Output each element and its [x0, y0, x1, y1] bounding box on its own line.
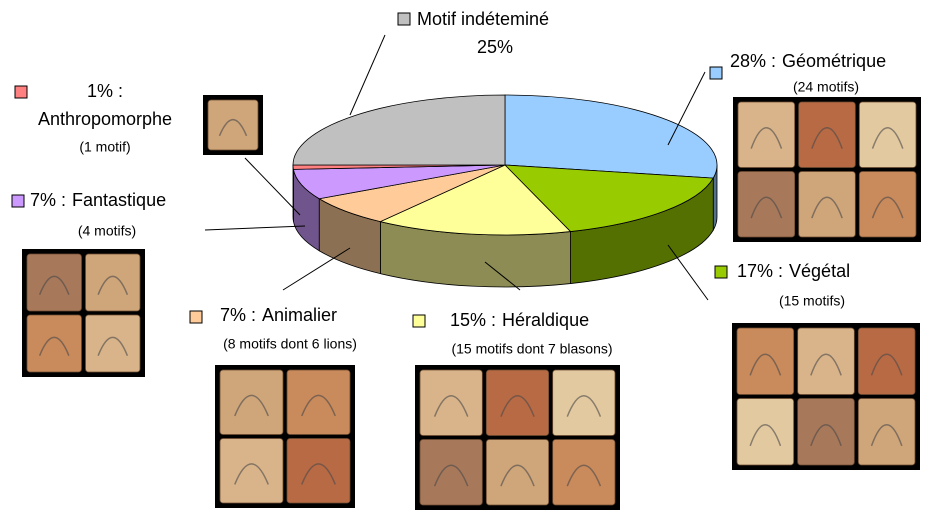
- photo-tile: [859, 172, 916, 238]
- leader-line: [350, 35, 385, 115]
- photo-tile: [27, 254, 82, 311]
- legend-swatch: [413, 315, 425, 327]
- value-label: 28% :: [730, 51, 776, 71]
- photo-tile: [553, 370, 615, 436]
- legend-swatch: [398, 13, 410, 25]
- photo-tile: [287, 439, 350, 504]
- photo-tile: [798, 399, 855, 466]
- leader-line: [283, 248, 350, 290]
- leader-line: [668, 245, 708, 300]
- photo-tile: [738, 172, 795, 238]
- value-label: 7% :: [220, 305, 256, 325]
- photo-tile: [799, 102, 856, 168]
- pie-slice: [505, 95, 717, 178]
- category-label: Animalier: [262, 305, 337, 325]
- detail-label: (8 motifs dont 6 lions): [223, 336, 357, 352]
- category-label: Anthropomorphe: [38, 109, 172, 129]
- detail-label: (15 motifs dont 7 blasons): [451, 341, 612, 357]
- detail-label: (4 motifs): [78, 223, 136, 239]
- category-label: Motif indéteminé: [417, 9, 549, 29]
- legend-swatch: [710, 67, 722, 79]
- photo-tile: [220, 370, 283, 435]
- slice-label: 15% : Héraldique: [450, 310, 589, 330]
- detail-label: (15 motifs): [779, 293, 845, 309]
- value-label: 25%: [477, 37, 513, 57]
- leader-line: [245, 158, 300, 215]
- chart: 28% : Géométrique (24 motifs) 17% : Végétal (…: [0, 0, 928, 513]
- photo-tile: [420, 440, 482, 506]
- category-label: Géométrique: [782, 51, 886, 71]
- photo-tile: [486, 440, 548, 506]
- photo-tile: [799, 172, 856, 238]
- photo-tile: [858, 328, 915, 395]
- legend-swatch: [715, 266, 727, 278]
- legend-swatch: [190, 311, 202, 323]
- photo-tile: [553, 440, 615, 506]
- value-label: 17% :: [737, 261, 783, 281]
- value-label: 7% :: [30, 190, 66, 210]
- category-label: Héraldique: [502, 310, 589, 330]
- photo-tile: [220, 439, 283, 504]
- leader-line: [205, 226, 305, 230]
- legend-swatch: [15, 86, 27, 98]
- photo-tile: [798, 328, 855, 395]
- photo-tile: [738, 102, 795, 168]
- slice-label: 28% : Géométrique: [730, 51, 886, 71]
- photo-tile: [486, 370, 548, 436]
- photo-tile: [737, 328, 794, 395]
- category-label: Fantastique: [72, 190, 166, 210]
- photo-tile: [287, 370, 350, 435]
- slice-label: 7% : Fantastique: [30, 190, 166, 210]
- category-label: Végétal: [789, 261, 850, 281]
- detail-label: (24 motifs): [793, 79, 859, 95]
- legend-swatch: [12, 195, 24, 207]
- photo-tile: [86, 315, 141, 372]
- photo-tile: [858, 399, 915, 466]
- pie-slice: [293, 95, 505, 165]
- photo-tile: [86, 254, 141, 311]
- value-label: 1% :: [87, 81, 123, 101]
- photo-tile: [208, 100, 258, 150]
- detail-label: (1 motif): [79, 139, 130, 155]
- photo-tile: [27, 315, 82, 372]
- slice-label: 7% : Animalier: [220, 305, 337, 325]
- slice-label: 17% : Végétal: [737, 261, 850, 281]
- photo-tile: [737, 399, 794, 466]
- photo-tile: [859, 102, 916, 168]
- value-label: 15% :: [450, 310, 496, 330]
- photo-tile: [420, 370, 482, 436]
